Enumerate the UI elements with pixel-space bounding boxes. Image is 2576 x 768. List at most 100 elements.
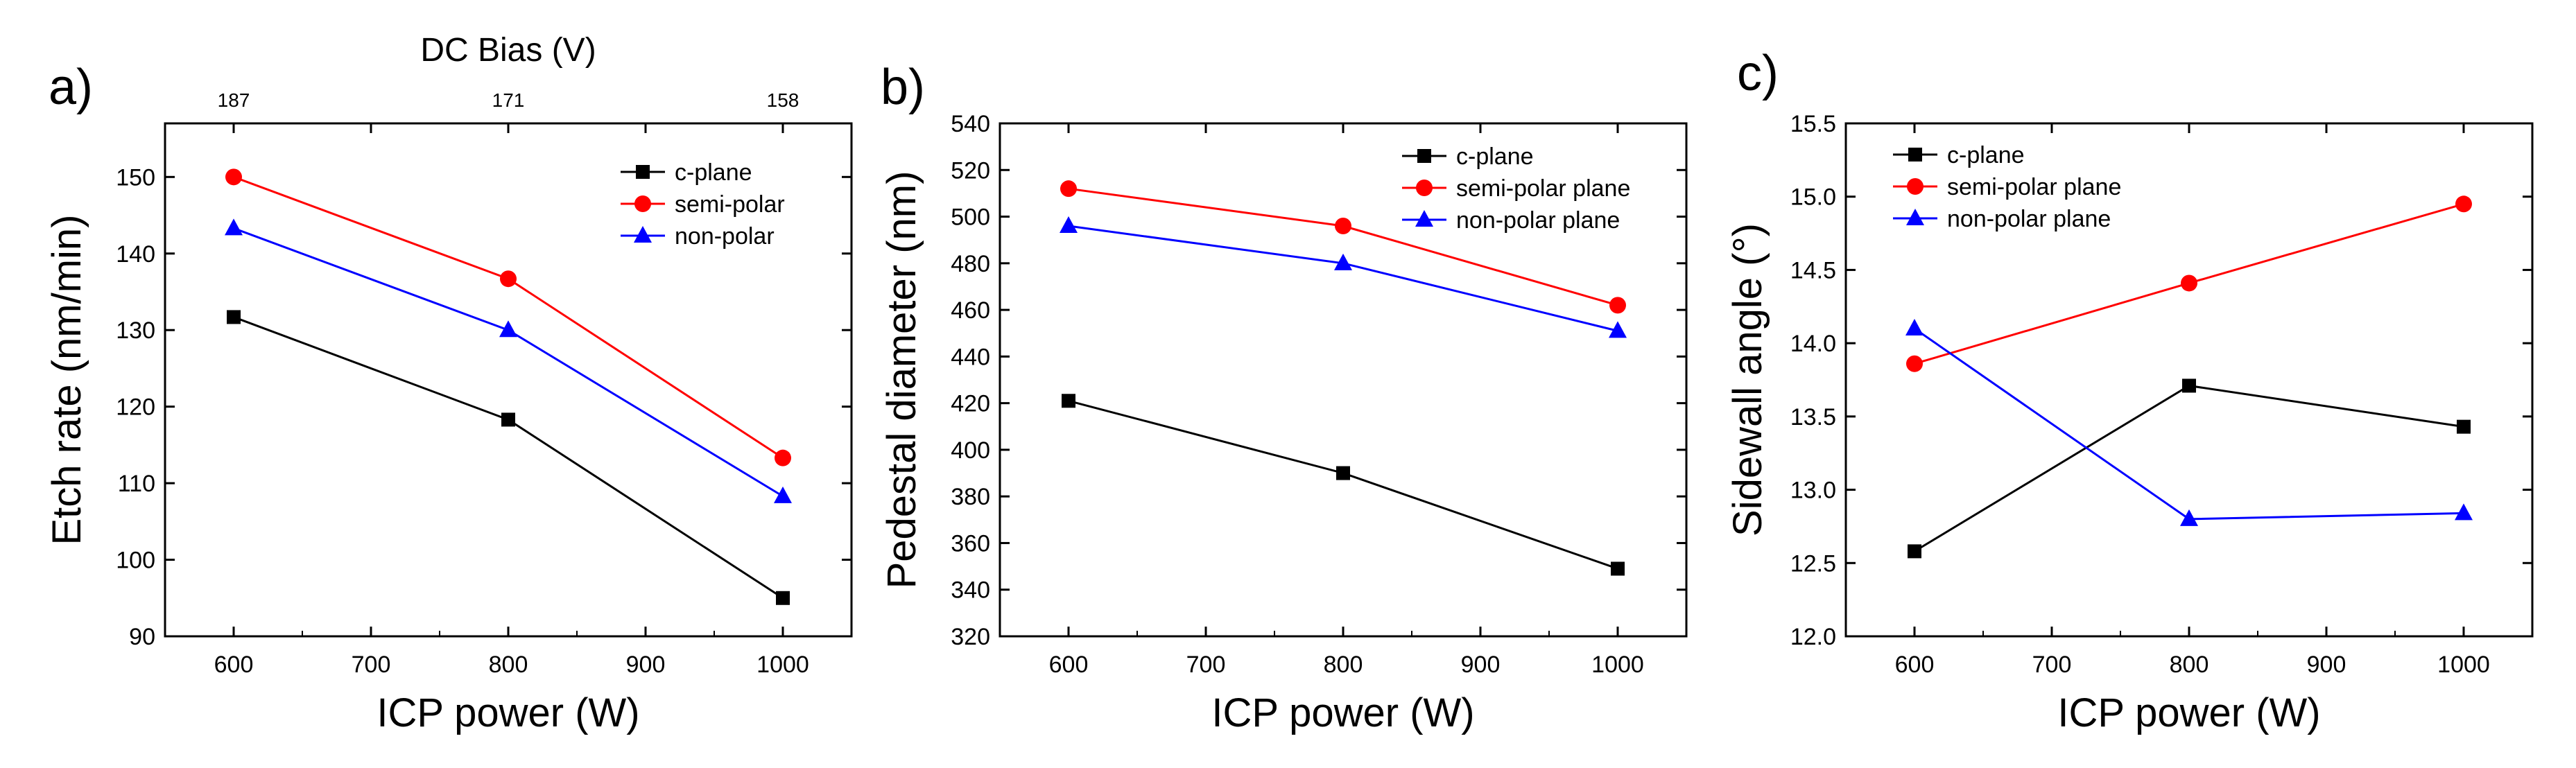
y-tick-label: 120 bbox=[116, 394, 155, 421]
legend-marker bbox=[1415, 210, 1433, 227]
y-tick-label: 340 bbox=[951, 577, 990, 604]
y-tick-label: 15.0 bbox=[1790, 184, 1836, 211]
x2-axis-label: DC Bias (V) bbox=[420, 32, 596, 69]
y-tick-label: 15.5 bbox=[1790, 111, 1836, 137]
panel-label: c) bbox=[1737, 46, 1779, 101]
series-c-plane bbox=[1908, 378, 2471, 559]
legend-marker bbox=[634, 195, 651, 212]
legend-label: semi-polar plane bbox=[1947, 174, 2121, 200]
y-tick-label: 110 bbox=[118, 471, 155, 497]
chart-panel-3: 600 700 800 900 1000 12.0 12.5 13.0 13.5 14.0 14.5… bbox=[1725, 46, 2534, 735]
data-point bbox=[1906, 355, 1923, 372]
x2-tick-label: 158 bbox=[767, 89, 799, 111]
series-line bbox=[1068, 399, 1618, 570]
legend-marker bbox=[1906, 209, 1924, 225]
y-tick-label: 12.5 bbox=[1790, 550, 1836, 577]
series-non-polar-plane bbox=[1905, 319, 2473, 526]
series-semi-polar bbox=[225, 168, 791, 466]
x-tick-label: 800 bbox=[489, 652, 528, 678]
series-line bbox=[1914, 384, 2464, 552]
x-tick-label: 800 bbox=[2170, 652, 2209, 678]
y-axis-label: Etch rate (nm/min) bbox=[44, 215, 89, 546]
x2-tick-label: 187 bbox=[218, 89, 250, 111]
y-tick-label: 14.0 bbox=[1790, 331, 1836, 357]
x-tick-label: 1000 bbox=[1591, 652, 1644, 678]
series-non-polar-plane bbox=[1060, 216, 1627, 338]
series-semi-polar-plane bbox=[1906, 195, 2472, 372]
legend: c-plane semi-polar plane non-polar plane bbox=[1893, 142, 2121, 232]
series-line bbox=[233, 316, 784, 600]
y-tick-label: 400 bbox=[951, 437, 990, 464]
x-tick-label: 900 bbox=[2307, 652, 2346, 678]
data-point bbox=[776, 591, 790, 605]
x-tick-label: 700 bbox=[352, 652, 391, 678]
data-point bbox=[2455, 503, 2473, 521]
data-point bbox=[2457, 419, 2471, 434]
y-tick-label: 13.0 bbox=[1790, 478, 1836, 504]
y-tick-label: 440 bbox=[951, 344, 990, 370]
legend-marker bbox=[634, 226, 652, 243]
data-point bbox=[1609, 297, 1626, 314]
y-tick-label: 12.0 bbox=[1790, 624, 1836, 650]
chart-panel-2: 600 700 800 900 1000 320 340 360 380 400 420 440 460… bbox=[879, 60, 1688, 735]
legend-marker bbox=[1417, 149, 1431, 163]
x-tick-label: 800 bbox=[1324, 652, 1363, 678]
x-tick-label: 1000 bbox=[2437, 652, 2490, 678]
y-tick-label: 130 bbox=[116, 317, 155, 344]
y-tick-label: 150 bbox=[116, 164, 155, 191]
y-tick-label: 90 bbox=[129, 624, 155, 650]
y-tick-label: 480 bbox=[951, 251, 990, 277]
legend-label: c-plane bbox=[675, 159, 752, 186]
y-tick-label: 540 bbox=[951, 111, 990, 137]
legend-label: semi-polar plane bbox=[1456, 175, 1630, 202]
legend: c-plane semi-polar plane non-polar plane bbox=[1402, 143, 1630, 234]
x-axis-label: ICP power (W) bbox=[1211, 690, 1474, 735]
x-tick-label: 600 bbox=[1895, 652, 1935, 678]
data-point bbox=[1905, 319, 1924, 335]
data-point bbox=[2182, 378, 2196, 393]
legend: c-plane semi-polar non-polar bbox=[621, 159, 785, 250]
data-point bbox=[775, 449, 791, 466]
data-point bbox=[1062, 394, 1075, 408]
data-point bbox=[225, 168, 242, 186]
series-line bbox=[1068, 187, 1618, 306]
data-point bbox=[1335, 218, 1351, 234]
legend-marker bbox=[1907, 178, 1924, 195]
x-tick-label: 600 bbox=[1049, 652, 1089, 678]
y-axis-label: Pedestal diameter (nm) bbox=[879, 171, 924, 589]
legend-label: c-plane bbox=[1456, 143, 1534, 170]
data-point bbox=[501, 412, 515, 427]
data-point bbox=[2180, 509, 2198, 526]
y-tick-label: 100 bbox=[116, 548, 155, 574]
x-tick-label: 600 bbox=[214, 652, 254, 678]
series-c-plane bbox=[1062, 394, 1625, 576]
data-point bbox=[225, 218, 243, 236]
y-tick-label: 140 bbox=[116, 241, 155, 268]
y-tick-label: 420 bbox=[951, 391, 990, 417]
data-point bbox=[2181, 274, 2197, 292]
x-tick-label: 900 bbox=[1461, 652, 1501, 678]
y-tick-label: 320 bbox=[951, 624, 990, 650]
data-point bbox=[499, 320, 517, 338]
legend-label: non-polar plane bbox=[1947, 206, 2111, 232]
legend-label: semi-polar bbox=[675, 191, 785, 218]
data-point bbox=[1060, 180, 1077, 198]
data-point bbox=[1609, 321, 1627, 338]
x-axis-label: ICP power (W) bbox=[2057, 690, 2320, 735]
y-tick-label: 520 bbox=[951, 157, 990, 184]
y-tick-label: 360 bbox=[951, 530, 990, 557]
data-point bbox=[1334, 253, 1352, 270]
chart-panel-1: 600 700 800 900 1000 90 100 110 120 130 140 150 ICP … bbox=[44, 32, 853, 735]
panel-label: b) bbox=[881, 60, 925, 115]
x-tick-label: 700 bbox=[2032, 652, 2072, 678]
x-tick-label: 1000 bbox=[757, 652, 809, 678]
y-tick-label: 14.5 bbox=[1790, 257, 1836, 283]
data-point bbox=[1611, 561, 1625, 576]
legend-label: c-plane bbox=[1947, 142, 2025, 168]
data-point bbox=[1060, 216, 1078, 233]
data-point bbox=[2455, 195, 2472, 213]
series-line bbox=[1914, 327, 2464, 521]
y-tick-label: 380 bbox=[951, 484, 990, 510]
x-tick-label: 700 bbox=[1186, 652, 1226, 678]
